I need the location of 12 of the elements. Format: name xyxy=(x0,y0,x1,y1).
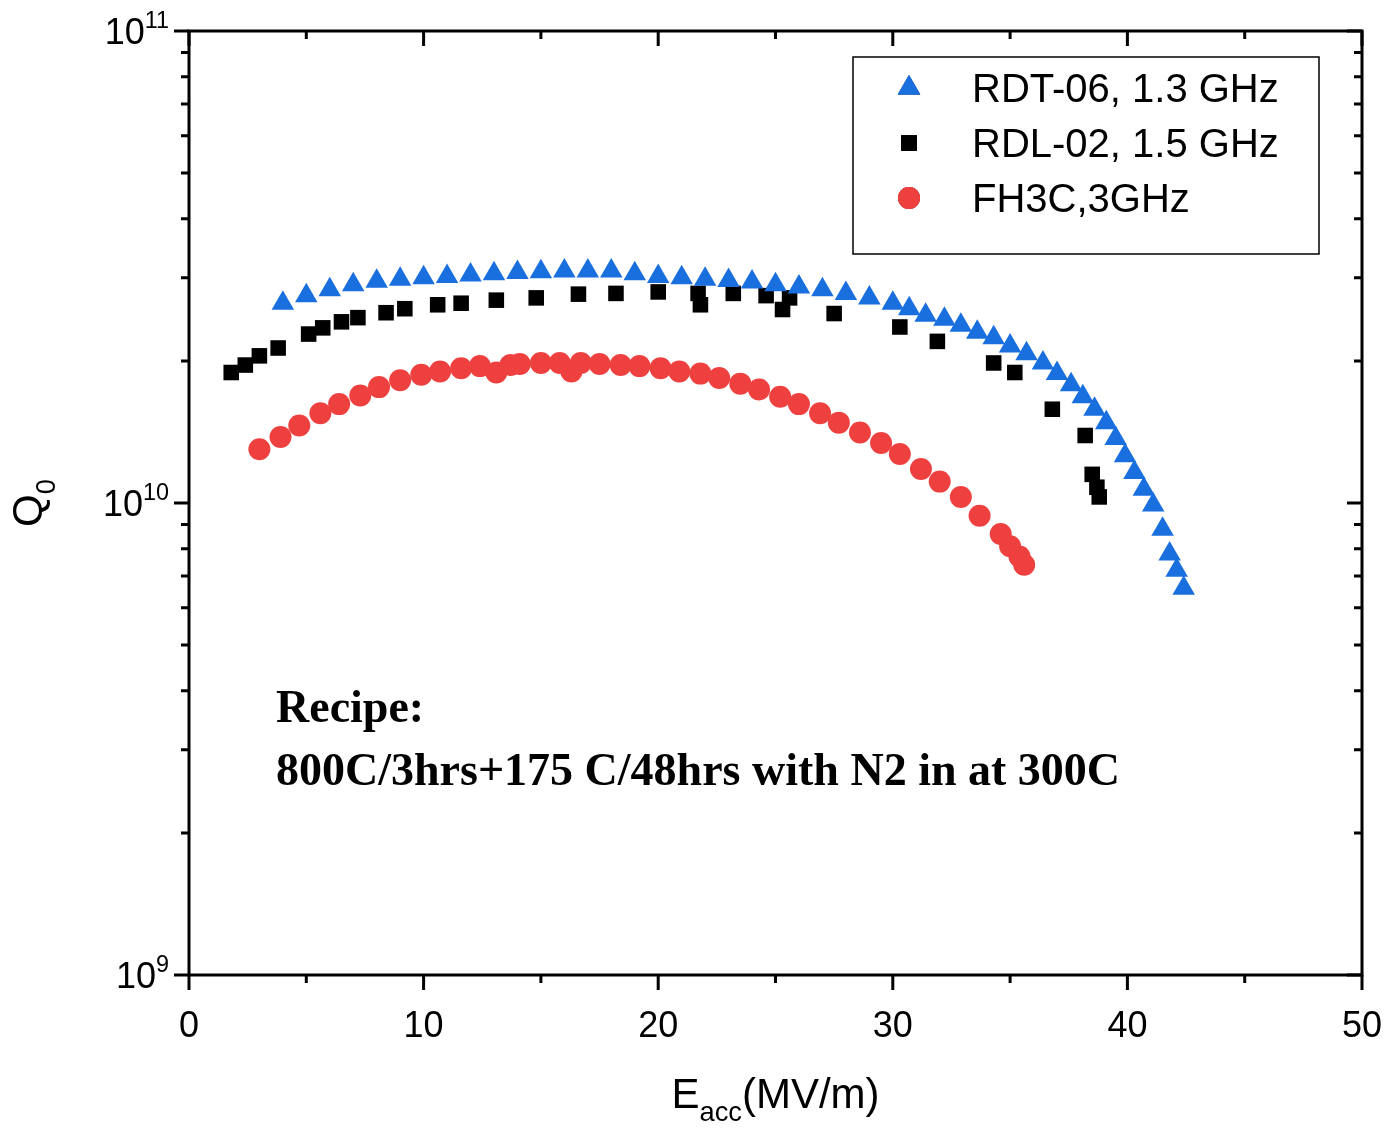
annotation: 800C/3hrs+175 C/48hrs with N2 in at 300C xyxy=(276,744,1121,795)
legend-label: RDL-02, 1.5 GHz xyxy=(972,121,1279,166)
legend-label: FH3C,3GHz xyxy=(972,176,1190,221)
x-tick-label: 30 xyxy=(872,1004,913,1045)
x-tick-label: 50 xyxy=(1341,1004,1383,1045)
x-tick-label: 40 xyxy=(1107,1004,1148,1045)
annotation: Recipe: xyxy=(276,681,425,732)
x-tick-label: 10 xyxy=(403,1004,444,1045)
x-tick-label: 0 xyxy=(178,1004,200,1045)
x-tick-label: 20 xyxy=(638,1004,679,1045)
y-axis-title: Q0 xyxy=(4,479,61,527)
legend-label: RDT-06, 1.3 GHz xyxy=(972,66,1279,111)
